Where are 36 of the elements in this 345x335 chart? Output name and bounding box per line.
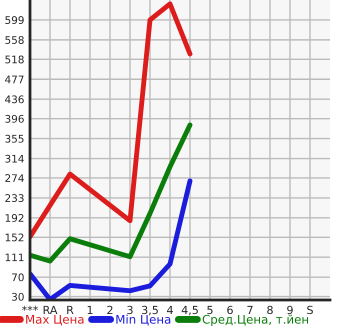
y-tick-label: 396 [5, 114, 24, 123]
x-tick-label: *** [22, 306, 38, 311]
x-tick-label: 4,5 [182, 306, 198, 316]
x-tick-label: S [307, 306, 313, 314]
x-tick-label: RA [44, 306, 58, 314]
line-series [30, 178, 192, 300]
y-tick-label: 70 [12, 273, 24, 282]
line-series [30, 122, 192, 264]
x-tick-label: 6 [227, 306, 233, 314]
y-tick-label: 314 [5, 154, 24, 163]
x-tick-label: 7 [247, 306, 253, 314]
line-series [30, 1, 192, 240]
y-tick-label: 233 [5, 194, 24, 202]
x-tick-label: R [67, 306, 74, 314]
y-tick-label: 111 [6, 254, 24, 262]
y-tick-label: 477 [5, 76, 24, 84]
x-tick-label: 3 [127, 306, 133, 314]
x-tick-label: 4 [167, 306, 173, 314]
y-tick-label: 274 [5, 174, 24, 182]
x-tick-label: 9 [287, 306, 293, 314]
legend-label: Max Цена [26, 314, 84, 326]
y-tick-label: 518 [5, 56, 24, 64]
y-tick-label: 355 [5, 134, 24, 143]
legend-label: Min Цена [116, 314, 170, 326]
x-tick-label: 5 [207, 306, 213, 314]
y-tick-label: 30 [12, 292, 24, 301]
y-tick-label: 152 [6, 234, 24, 242]
y-tick-label: 599 [5, 16, 24, 24]
legend-label: Сред.Цена, т.йен [202, 314, 308, 326]
y-tick-label: 436 [5, 95, 24, 104]
x-tick-label: 8 [267, 306, 273, 314]
x-tick-label: 1 [88, 306, 93, 314]
y-tick-label: 192 [6, 214, 24, 222]
x-tick-label: 3,5 [142, 306, 158, 316]
y-tick-label: 558 [5, 36, 24, 44]
x-tick-label: 2 [107, 306, 112, 314]
